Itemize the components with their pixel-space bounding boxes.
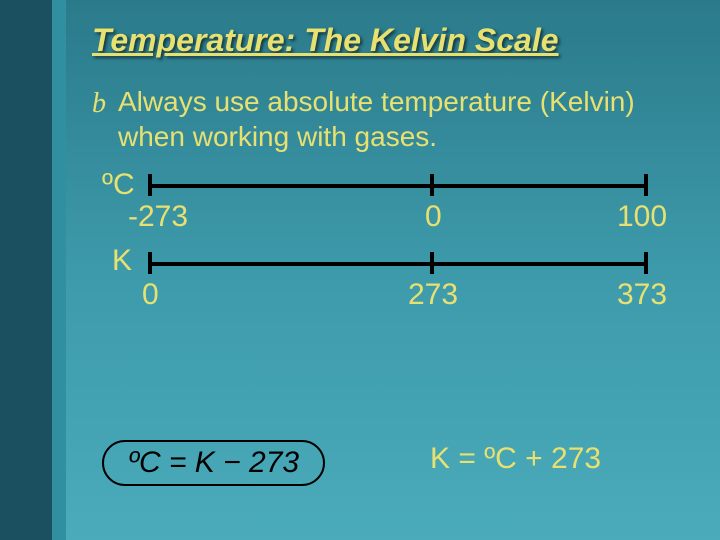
celsius-tick — [644, 174, 648, 196]
kelvin-value: 373 — [617, 278, 667, 312]
body-text: Always use absolute temperature (Kelvin)… — [118, 84, 678, 154]
side-stripe — [0, 0, 52, 540]
kelvin-tick — [148, 252, 152, 274]
kelvin-label: K — [112, 244, 132, 278]
slide-title: Temperature: The Kelvin Scale — [92, 22, 559, 59]
kelvin-tick — [430, 252, 434, 274]
celsius-tick — [148, 174, 152, 196]
bullet-glyph: b — [92, 88, 106, 120]
celsius-label: ºC — [102, 168, 135, 202]
celsius-value: -273 — [128, 200, 188, 234]
kelvin-value: 0 — [142, 278, 159, 312]
celsius-value: 0 — [425, 200, 442, 234]
kelvin-scale-line — [148, 262, 648, 266]
celsius-tick — [430, 174, 434, 196]
kelvin-tick — [644, 252, 648, 274]
formula-kelvin-from-celsius: K = ºC + 273 — [430, 442, 601, 476]
celsius-scale-line — [148, 184, 648, 188]
formula-celsius-from-kelvin: ºC = K − 273 — [102, 440, 325, 486]
kelvin-value: 273 — [408, 278, 458, 312]
celsius-value: 100 — [617, 200, 667, 234]
